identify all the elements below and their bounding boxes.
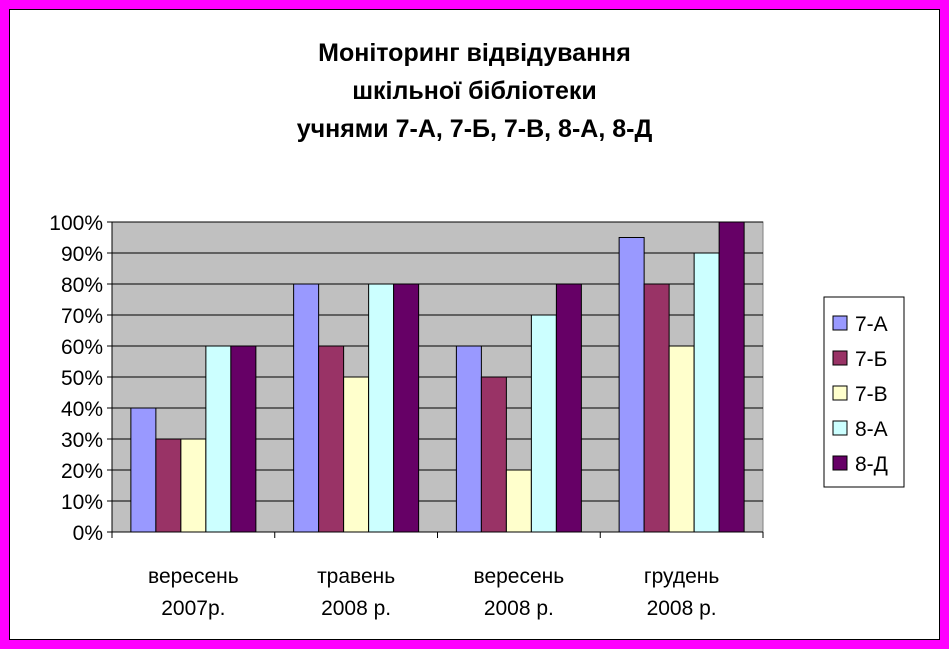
legend-swatch bbox=[832, 315, 848, 331]
y-tick-label: 90% bbox=[61, 243, 103, 266]
bar-7-А-2 bbox=[455, 345, 482, 533]
bar-8-Д-0 bbox=[230, 345, 257, 533]
bar-7-Б-2 bbox=[480, 376, 507, 533]
category-label: 2008 р. bbox=[484, 597, 554, 620]
legend-swatch bbox=[832, 420, 848, 436]
bar-7-Б-0 bbox=[155, 438, 182, 533]
y-tick-label: 100% bbox=[49, 212, 103, 235]
legend-label: 8-Д bbox=[855, 453, 888, 476]
y-tick-label: 40% bbox=[61, 398, 103, 421]
y-tick-label: 80% bbox=[61, 274, 103, 297]
legend-label: 8-А bbox=[855, 418, 888, 441]
chart-title-line-3: учнями 7-А, 7-Б, 7-В, 8-А, 8-Д bbox=[296, 115, 653, 143]
bar-7-А-1 bbox=[293, 283, 320, 533]
bar-7-А-3 bbox=[618, 237, 645, 533]
category-label: вересень bbox=[474, 565, 565, 588]
chart-title-line-2: шкільної бібліотеки bbox=[352, 77, 597, 105]
bar-7-Б-1 bbox=[318, 345, 345, 533]
legend-swatch bbox=[832, 385, 848, 401]
bar-7-В-3 bbox=[668, 345, 695, 533]
y-tick-label: 0% bbox=[73, 522, 103, 545]
category-label: грудень bbox=[644, 565, 719, 588]
bar-8-Д-1 bbox=[393, 283, 420, 533]
chart-title: Моніторинг відвідування шкільної бібліот… bbox=[0, 34, 949, 148]
bar-7-Б-3 bbox=[643, 283, 670, 533]
y-tick-label: 20% bbox=[61, 460, 103, 483]
legend-label: 7-Б bbox=[855, 348, 887, 371]
bar-8-А-3 bbox=[693, 252, 720, 533]
bar-7-В-1 bbox=[343, 376, 370, 533]
legend-label: 7-А bbox=[855, 313, 888, 336]
category-label: вересень bbox=[148, 565, 239, 588]
category-label: травень bbox=[317, 565, 395, 588]
bar-7-В-2 bbox=[505, 469, 532, 533]
bar-8-А-1 bbox=[368, 283, 395, 533]
bar-8-Д-3 bbox=[718, 221, 745, 533]
category-label: 2007р. bbox=[161, 597, 225, 620]
bar-8-Д-2 bbox=[555, 283, 582, 533]
bar-8-А-2 bbox=[530, 314, 557, 533]
category-label: 2008 р. bbox=[647, 597, 717, 620]
legend-swatch bbox=[832, 350, 848, 366]
bar-7-А-0 bbox=[130, 407, 157, 533]
chart-area-border bbox=[9, 9, 940, 640]
legend-swatch bbox=[832, 455, 848, 471]
y-tick-label: 30% bbox=[61, 429, 103, 452]
category-label: 2008 р. bbox=[321, 597, 391, 620]
legend-label: 7-В bbox=[855, 383, 888, 406]
y-tick-label: 10% bbox=[61, 491, 103, 514]
y-tick-label: 50% bbox=[61, 367, 103, 390]
chart-title-line-1: Моніторинг відвідування bbox=[318, 39, 631, 67]
y-tick-label: 60% bbox=[61, 336, 103, 359]
bar-8-А-0 bbox=[205, 345, 232, 533]
bar-7-В-0 bbox=[180, 438, 207, 533]
y-tick-label: 70% bbox=[61, 305, 103, 328]
